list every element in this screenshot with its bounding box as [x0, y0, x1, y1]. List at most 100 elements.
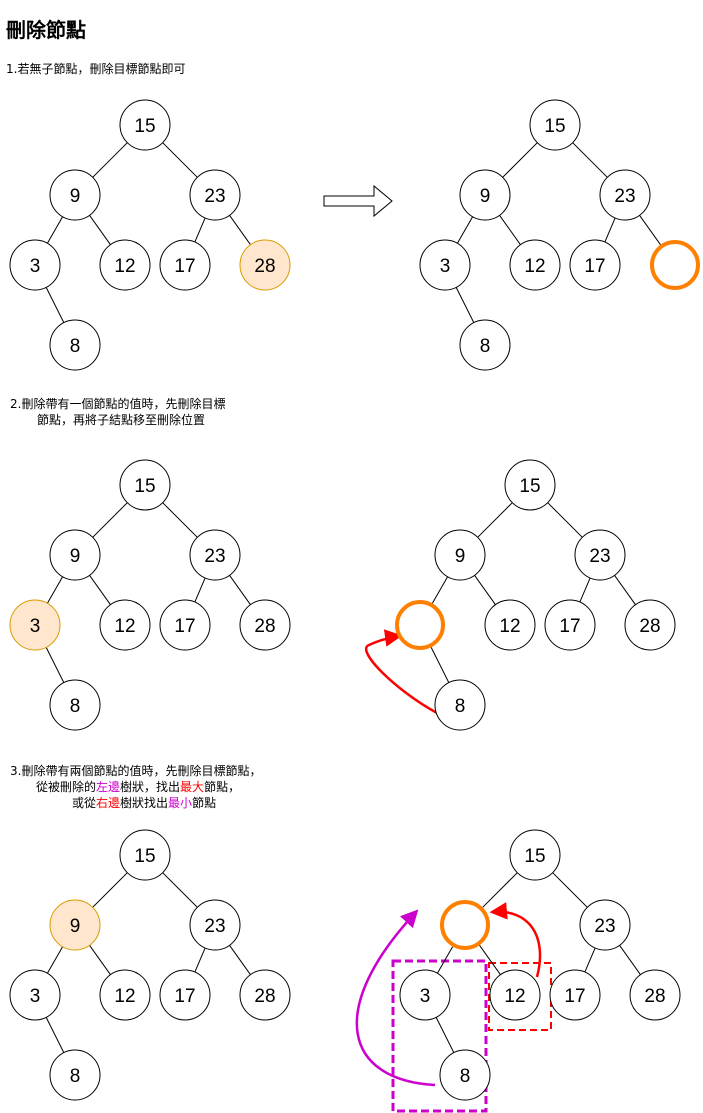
node-circle [49, 679, 101, 731]
node-circle [99, 239, 151, 291]
node-label: 9 [455, 546, 466, 567]
tree1-before: 15 9 23 3 12 17 28 8 [9, 99, 291, 371]
step-3-text-segment: 從被刪除的 [36, 780, 97, 794]
node-label: 17 [564, 986, 585, 1007]
tree-node: 17 [159, 969, 211, 1021]
tree-node: 9 [49, 169, 101, 221]
node-circle [239, 599, 291, 651]
node-label: 8 [480, 336, 491, 357]
tree-edge [502, 142, 538, 178]
tree-node: 23 [189, 529, 241, 581]
tree2-before: 15 9 23 3 12 17 28 8 [9, 459, 291, 731]
step-3-text-segment: 節點 [192, 796, 217, 810]
node-label: 12 [504, 986, 525, 1007]
node-label: 8 [455, 696, 466, 717]
move-arrow-step2 [365, 629, 438, 715]
tree-edge [229, 945, 251, 975]
tree-node: 15 [504, 459, 556, 511]
node-circle [9, 969, 61, 1021]
tree-edge [46, 216, 64, 244]
tree-node: 28 [239, 969, 291, 1021]
tree-node: 3 [9, 239, 61, 291]
tree3-before: 15 9 23 3 12 17 28 8 [9, 829, 291, 1101]
node-label: 9 [70, 546, 81, 567]
node-circle [9, 239, 61, 291]
node-label: 28 [254, 986, 275, 1007]
node-circle [489, 969, 541, 1021]
node-label: 23 [614, 186, 635, 207]
tree-edge [479, 945, 501, 975]
tree-edge [604, 217, 616, 243]
tree-node: 9 [459, 169, 511, 221]
right-arrow-icon [323, 184, 393, 218]
node-label: 3 [30, 986, 41, 1007]
tree-node: 23 [599, 169, 651, 221]
node-label: 23 [594, 916, 615, 937]
tree-edge [639, 215, 661, 245]
node-circle [49, 899, 101, 951]
right-subtree-keyword: 右邊 [96, 796, 121, 810]
node-circle [239, 239, 291, 291]
tree-node: 17 [569, 239, 621, 291]
node-circle [434, 529, 486, 581]
node-label: 17 [174, 616, 195, 637]
max-node-arrow [355, 909, 436, 1087]
removed-node [395, 600, 445, 650]
node-circle [529, 99, 581, 151]
tree-edge [477, 502, 513, 538]
node-circle [189, 169, 241, 221]
tree-node: 17 [549, 969, 601, 1021]
node-label: 23 [589, 546, 610, 567]
node-label: 12 [114, 986, 135, 1007]
tree-node: 3 [399, 969, 451, 1021]
tree-node: 8 [49, 1049, 101, 1101]
tree-node: 12 [99, 599, 151, 651]
tree-edge [45, 647, 65, 683]
node-circle [119, 459, 171, 511]
tree-edge [579, 577, 591, 603]
page-title: 刪除節點 [6, 18, 86, 42]
tree-edge [584, 947, 596, 973]
max-keyword: 最大 [180, 780, 205, 794]
node-circle [399, 969, 451, 1021]
tree-edge [194, 577, 206, 603]
tree-edge [45, 1017, 65, 1053]
node-circle [159, 969, 211, 1021]
node-label: 9 [70, 186, 81, 207]
node-label: 23 [204, 916, 225, 937]
tree-node: 23 [579, 899, 631, 951]
node-label: 28 [639, 616, 660, 637]
node-circle [549, 969, 601, 1021]
node-circle [159, 239, 211, 291]
step-1-text: 1.若無子節點，刪除目標節點即可 [6, 62, 186, 76]
node-label: 17 [174, 986, 195, 1007]
tree-node: 15 [509, 829, 561, 881]
node-label: 8 [460, 1066, 471, 1087]
node-circle [9, 599, 61, 651]
node-circle [440, 900, 490, 950]
step-2-text-line2: 節點，再將子結點移至刪除位置 [37, 413, 206, 427]
node-circle [544, 599, 596, 651]
tree-edge [46, 946, 64, 974]
node-label: 15 [544, 116, 565, 137]
node-label: 23 [204, 546, 225, 567]
tree-edge [572, 142, 608, 178]
tree-node: 28 [239, 599, 291, 651]
tree-edge [89, 945, 111, 975]
node-circle [49, 529, 101, 581]
tree-node: 12 [509, 239, 561, 291]
tree-edge [229, 575, 251, 605]
tree-node: 9 [434, 529, 486, 581]
tree-edge [614, 575, 636, 605]
node-circle [119, 829, 171, 881]
min-keyword: 最小 [168, 796, 193, 810]
node-circle [650, 240, 700, 290]
node-circle [599, 169, 651, 221]
node-label: 28 [254, 256, 275, 277]
tree-node: 28 [629, 969, 681, 1021]
node-circle [484, 599, 536, 651]
node-circle [504, 459, 556, 511]
node-label: 12 [114, 616, 135, 637]
tree-edge [92, 502, 128, 538]
tree-edge [92, 142, 128, 178]
